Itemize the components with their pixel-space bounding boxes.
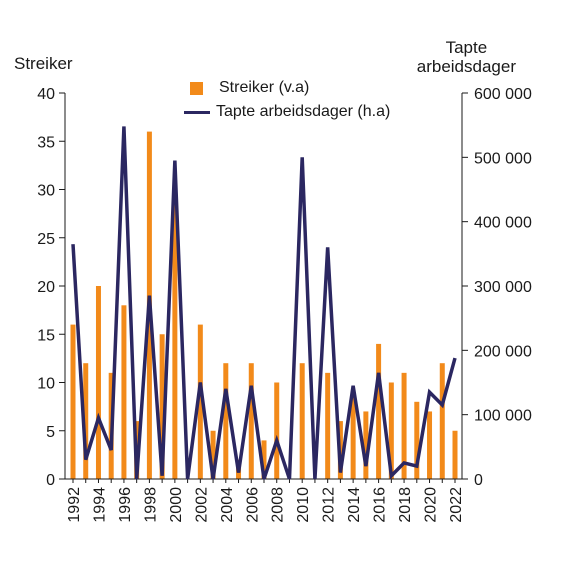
x-tick-label: 1994 xyxy=(91,487,108,523)
left-tick-label: 35 xyxy=(37,134,55,151)
bar-2022 xyxy=(452,430,458,479)
x-tick-label: 2002 xyxy=(193,487,210,523)
bar-1994 xyxy=(95,286,101,479)
x-tick-label: 2018 xyxy=(397,487,414,523)
left-tick-label: 0 xyxy=(46,472,55,489)
right-axis-title-line1: Tapte xyxy=(445,38,488,57)
right-axis-title-line2: arbeidsdager xyxy=(416,57,516,76)
legend: Streiker (v.a) Tapte arbeidsdager (h.a) xyxy=(184,76,391,124)
right-tick-label: 100 000 xyxy=(474,408,532,425)
x-tick-label: 2000 xyxy=(168,487,185,523)
left-tick-label: 40 xyxy=(37,86,55,103)
legend-item-bars: Streiker (v.a) xyxy=(186,76,390,100)
right-tick-label: 600 000 xyxy=(474,86,532,103)
bar-2014 xyxy=(350,392,356,479)
bar-1993 xyxy=(83,363,89,479)
bar-2008 xyxy=(274,382,280,479)
left-tick-label: 5 xyxy=(46,424,55,441)
bar-2018 xyxy=(401,372,407,479)
right-tick-label: 0 xyxy=(474,472,483,489)
bar-2002 xyxy=(197,324,203,479)
x-tick-label: 2010 xyxy=(295,487,312,523)
bar-1999 xyxy=(159,334,165,479)
legend-line-label: Tapte arbeidsdager (h.a) xyxy=(216,103,391,120)
x-tick-label: 1992 xyxy=(66,487,83,523)
bar-2016 xyxy=(376,343,382,479)
bar-2019 xyxy=(414,401,420,479)
bar-2017 xyxy=(388,382,394,479)
bar-1992 xyxy=(70,324,76,479)
x-tick-label: 2006 xyxy=(244,487,261,523)
left-tick-label: 10 xyxy=(37,376,55,393)
bar-2000 xyxy=(172,199,178,479)
bar-2010 xyxy=(299,363,305,479)
axes: 0 5 10 15 20 25 30 35 40 0 100 000 200 000 300 000 40… xyxy=(37,86,532,523)
bar-2020 xyxy=(427,411,433,479)
left-axis-title: Streiker xyxy=(14,54,73,73)
x-tick-label: 2014 xyxy=(346,487,363,523)
left-tick-label: 30 xyxy=(37,183,55,200)
right-tick-label: 400 000 xyxy=(474,215,532,232)
line-tapte-arbeidsdager xyxy=(71,126,457,480)
right-tick-label: 500 000 xyxy=(474,150,532,167)
legend-bar-label: Streiker (v.a) xyxy=(219,79,310,96)
right-axis-title: Tapte arbeidsdager xyxy=(417,38,516,76)
bar-2015 xyxy=(363,411,369,479)
left-tick-label: 15 xyxy=(37,327,55,344)
x-tick-label: 2008 xyxy=(270,487,287,523)
legend-line-swatch xyxy=(184,110,210,114)
right-tick-label: 300 000 xyxy=(474,279,532,296)
x-tick-label: 1998 xyxy=(142,487,159,523)
x-tick-label: 2020 xyxy=(423,487,440,523)
x-tick-label: 2004 xyxy=(219,487,236,523)
bar-2012 xyxy=(325,372,331,479)
bar-series xyxy=(70,131,458,479)
x-tick-label: 2022 xyxy=(448,487,465,523)
bar-1996 xyxy=(121,305,127,479)
bar-2006 xyxy=(248,363,254,479)
x-tick-label: 2016 xyxy=(372,487,389,523)
bar-2003 xyxy=(210,430,216,479)
left-tick-label: 20 xyxy=(37,279,55,296)
bar-2004 xyxy=(223,363,229,479)
bar-2007 xyxy=(261,440,267,479)
legend-item-line: Tapte arbeidsdager (h.a) xyxy=(184,100,391,124)
right-tick-label: 200 000 xyxy=(474,343,532,360)
line-series xyxy=(71,126,457,480)
left-tick-label: 25 xyxy=(37,231,55,248)
bar-2021 xyxy=(439,363,445,479)
x-tick-label: 1996 xyxy=(117,487,134,523)
legend-bar-swatch xyxy=(190,81,203,95)
x-tick-label: 2012 xyxy=(321,487,338,523)
